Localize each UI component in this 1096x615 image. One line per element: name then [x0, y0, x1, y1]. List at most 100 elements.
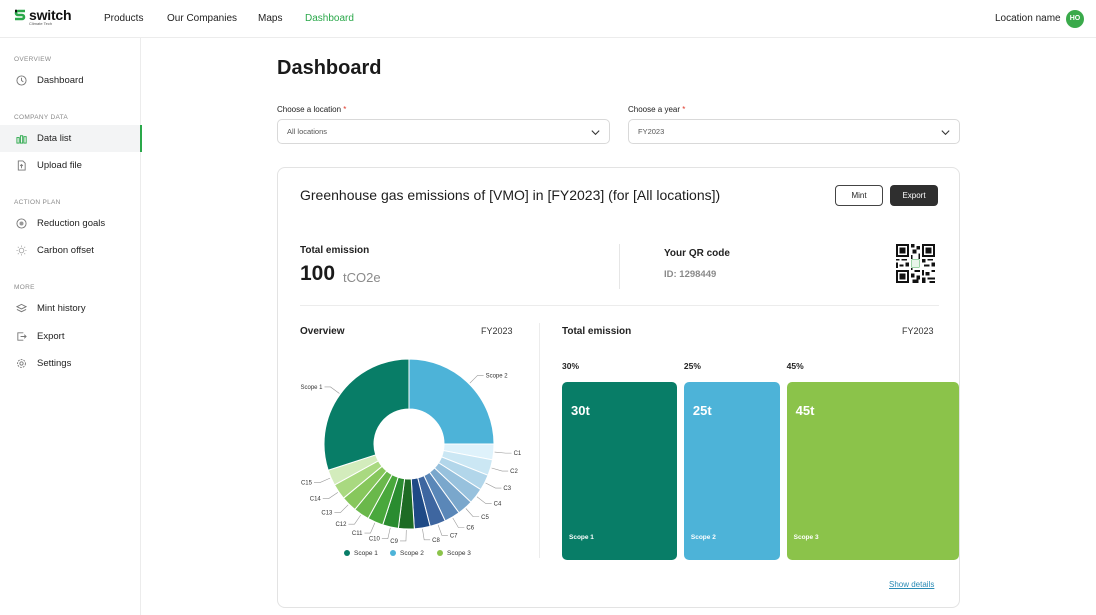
- file-upload-icon: [17, 160, 26, 171]
- switch-logo[interactable]: switch Climate Tech: [14, 7, 84, 29]
- donut-label-leader: [322, 492, 339, 499]
- brand-tagline: Climate Tech: [29, 21, 53, 26]
- layers-icon: [16, 303, 27, 313]
- sidebar-item-carbon-offset[interactable]: Carbon offset: [0, 237, 141, 264]
- emissions-card: Greenhouse gas emissions of [VMO] in [FY…: [277, 167, 960, 608]
- total-emission-unit: tCO2e: [343, 270, 381, 285]
- year-field-label: Choose a year *: [628, 105, 686, 114]
- bar-value-label: 25t: [692, 403, 712, 418]
- bars-title: Total emission: [562, 326, 632, 337]
- sidebar-section-action-plan: ACTION PLAN: [14, 199, 61, 206]
- bar-category-label: Scope 1: [569, 534, 594, 541]
- donut-slice-label: C9: [390, 539, 398, 545]
- bar-percent-label-scope-1: 30%: [562, 361, 580, 371]
- donut-label-leader: [422, 528, 431, 541]
- legend-item-scope-3: Scope 3: [437, 550, 471, 557]
- bars-year: FY2023: [902, 326, 934, 336]
- location-select-value: All locations: [287, 127, 328, 136]
- total-emission-label: Total emission: [300, 245, 370, 256]
- donut-label-leader: [476, 496, 492, 504]
- donut-label-leader: [452, 517, 465, 528]
- location-field-label: Choose a location *: [277, 105, 347, 114]
- donut-slice-label: C4: [494, 501, 502, 507]
- sidebar-item-settings[interactable]: Settings: [0, 350, 141, 377]
- donut-label-leader: [465, 508, 480, 518]
- sidebar-item-label: Dashboard: [37, 75, 84, 86]
- donut-slice-label: C3: [503, 486, 511, 492]
- sidebar-item-label: Upload file: [37, 160, 82, 171]
- sidebar-section-company-data: COMPANY DATA: [14, 114, 69, 121]
- brand-name: switch: [29, 7, 72, 23]
- overview-year: FY2023: [481, 326, 513, 336]
- donut-slice-label: C13: [321, 511, 333, 517]
- page-title: Dashboard: [277, 57, 382, 79]
- donut-slice-label: C5: [481, 515, 489, 521]
- divider: [300, 305, 939, 306]
- sidebar-item-data-list[interactable]: Data list: [0, 125, 142, 152]
- donut-label-leader: [348, 514, 361, 525]
- nav-maps[interactable]: Maps: [258, 13, 283, 24]
- donut-slice-scope-1: [323, 358, 410, 471]
- bar-percent-label-scope-2: 25%: [683, 361, 701, 371]
- year-select-value: FY2023: [638, 127, 665, 136]
- donut-label-leader: [364, 522, 376, 534]
- user-avatar[interactable]: HO: [1066, 10, 1084, 28]
- bar-scope-1[interactable]: 30t Scope 1: [562, 382, 677, 560]
- legend-swatch: [390, 550, 396, 556]
- donut-slice-label: C2: [510, 469, 518, 475]
- bar-value-label: 45t: [795, 403, 815, 418]
- year-select[interactable]: FY2023: [628, 119, 960, 144]
- sun-icon: [16, 245, 27, 256]
- divider: [619, 244, 620, 289]
- donut-label-leader: [491, 467, 509, 472]
- sidebar-item-dashboard[interactable]: Dashboard: [0, 67, 141, 94]
- qr-code-icon[interactable]: [896, 244, 935, 283]
- donut-label-leader: [437, 524, 448, 536]
- mint-button[interactable]: Mint: [835, 185, 883, 206]
- donut-slice-label: Scope 2: [486, 373, 509, 379]
- emissions-bar-chart: 30% 30t Scope 1 25% 25t Scope 2 45% 45t Scope 3: [540, 348, 960, 563]
- donut-slice-scope-2: [408, 358, 495, 445]
- export-button[interactable]: Export: [890, 185, 938, 206]
- chevron-down-icon: [591, 130, 600, 136]
- sidebar-item-reduction-goals[interactable]: Reduction goals: [0, 210, 141, 237]
- sidebar-item-label: Data list: [37, 133, 72, 144]
- total-emission-value: 100: [300, 262, 336, 285]
- chevron-down-icon: [941, 130, 950, 136]
- top-navigation-bar: switch Climate Tech Products Our Compani…: [0, 0, 1096, 38]
- legend-item-scope-1: Scope 1: [344, 550, 378, 557]
- bar-category-label: Scope 2: [690, 534, 716, 541]
- donut-label-leader: [334, 504, 349, 513]
- bar-scope-2[interactable]: 25t Scope 2: [683, 382, 780, 560]
- qr-code-id: ID: 1298449: [664, 269, 717, 280]
- overview-title: Overview: [300, 326, 345, 337]
- bar-chart-icon: [16, 135, 27, 144]
- legend-swatch: [437, 550, 443, 556]
- location-select[interactable]: All locations: [277, 119, 610, 144]
- donut-slice-label: C10: [369, 537, 381, 543]
- card-title: Greenhouse gas emissions of [VMO] in [FY…: [300, 187, 721, 203]
- sidebar-item-label: Reduction goals: [37, 218, 106, 229]
- clock-icon: [16, 75, 27, 86]
- nav-dashboard[interactable]: Dashboard: [305, 13, 354, 24]
- donut-label-leader: [399, 529, 407, 542]
- donut-label-leader: [381, 527, 391, 539]
- donut-slice-label: C14: [310, 497, 322, 503]
- sidebar-item-upload-file[interactable]: Upload file: [0, 152, 141, 179]
- donut-slice-label: C15: [301, 481, 313, 487]
- sidebar-item-export[interactable]: Export: [0, 323, 141, 350]
- show-details-link[interactable]: Show details: [889, 580, 935, 589]
- donut-slice-label: C1: [514, 451, 522, 457]
- nav-products[interactable]: Products: [104, 13, 144, 24]
- sidebar-item-label: Settings: [37, 358, 72, 369]
- nav-our-companies[interactable]: Our Companies: [167, 13, 238, 24]
- sidebar-item-mint-history[interactable]: Mint history: [0, 295, 141, 322]
- bar-scope-3[interactable]: 45t Scope 3: [786, 382, 959, 560]
- target-icon: [16, 218, 27, 229]
- donut-label-leader: [313, 477, 331, 483]
- gear-icon: [17, 359, 26, 368]
- location-name[interactable]: Location name: [995, 13, 1061, 24]
- sidebar: OVERVIEW Dashboard COMPANY DATA Data lis…: [0, 38, 142, 615]
- bar-value-label: 30t: [571, 403, 590, 418]
